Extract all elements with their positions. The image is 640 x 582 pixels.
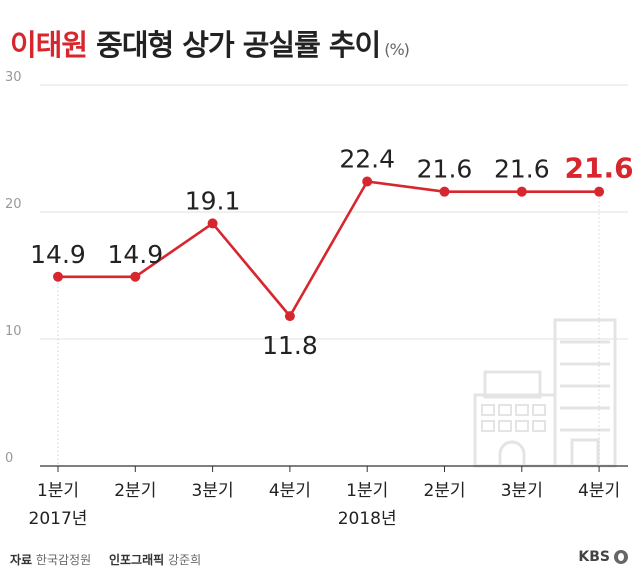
kbs-logo: KBS — [578, 549, 628, 565]
building-window — [515, 420, 529, 432]
x-tick-label: 2분기 — [423, 481, 465, 501]
chart-title: 이태원 중대형 상가 공실률 추이 (%) — [10, 22, 410, 64]
data-point — [284, 311, 295, 322]
data-point — [439, 186, 450, 197]
data-label: 14.9 — [107, 240, 163, 269]
title-unit: (%) — [384, 40, 410, 59]
kbs-logo-icon — [614, 550, 628, 564]
building-window — [481, 420, 495, 432]
series-line — [58, 180, 600, 318]
title-rest: 중대형 상가 공실률 추이 — [87, 28, 381, 62]
year-label: 2017년 — [29, 509, 88, 529]
data-point — [362, 176, 373, 187]
data-point — [594, 186, 605, 197]
y-tick-label: 20 — [5, 197, 22, 212]
data-label: 11.8 — [262, 331, 318, 360]
building-sign — [483, 370, 542, 399]
building-window — [532, 404, 546, 416]
x-tick-label: 1분기 — [37, 481, 79, 501]
building-window — [498, 420, 512, 432]
data-point — [207, 218, 218, 229]
title-highlight: 이태원 — [10, 28, 88, 62]
x-tick-label: 2분기 — [114, 481, 156, 501]
line-chart: 0 10 20 30 14.9 14.9 19.1 11.8 22.4 21.6 21.6 21.6… — [5, 70, 634, 529]
building-entrance — [570, 438, 600, 468]
x-tick-label: 3분기 — [192, 481, 234, 501]
x-tick-label: 4분기 — [269, 481, 311, 501]
data-point — [516, 186, 527, 197]
data-point — [53, 271, 63, 282]
x-tick-label: 1분기 — [346, 481, 388, 501]
data-label: 19.1 — [185, 186, 241, 215]
building-window — [498, 404, 512, 416]
data-point — [130, 271, 141, 282]
source-label: 자료 — [10, 553, 33, 567]
data-label: 21.6 — [417, 155, 473, 184]
y-tick-label: 10 — [5, 324, 22, 339]
data-label: 21.6 — [494, 155, 550, 184]
data-label: 14.9 — [30, 240, 86, 269]
x-tick-label: 3분기 — [501, 481, 543, 501]
building-door — [498, 440, 526, 466]
source-value: 한국감정원 — [35, 553, 92, 567]
infographic-value: 강준희 — [167, 553, 202, 567]
building-window — [532, 420, 546, 432]
y-tick-label: 30 — [5, 70, 22, 85]
y-tick-label: 0 — [5, 451, 13, 466]
building-window — [515, 404, 529, 416]
building-window — [481, 404, 495, 416]
data-label: 22.4 — [339, 145, 395, 174]
data-label: 21.6 — [565, 152, 634, 185]
year-label: 2018년 — [338, 509, 397, 529]
x-tick-label: 4분기 — [578, 481, 620, 501]
footer-credits: 자료 한국감정원 인포그래픽 강준희 — [10, 551, 215, 568]
brand-text: KBS — [578, 549, 610, 565]
infographic-label: 인포그래픽 — [108, 553, 165, 567]
building-illustration — [473, 318, 617, 468]
